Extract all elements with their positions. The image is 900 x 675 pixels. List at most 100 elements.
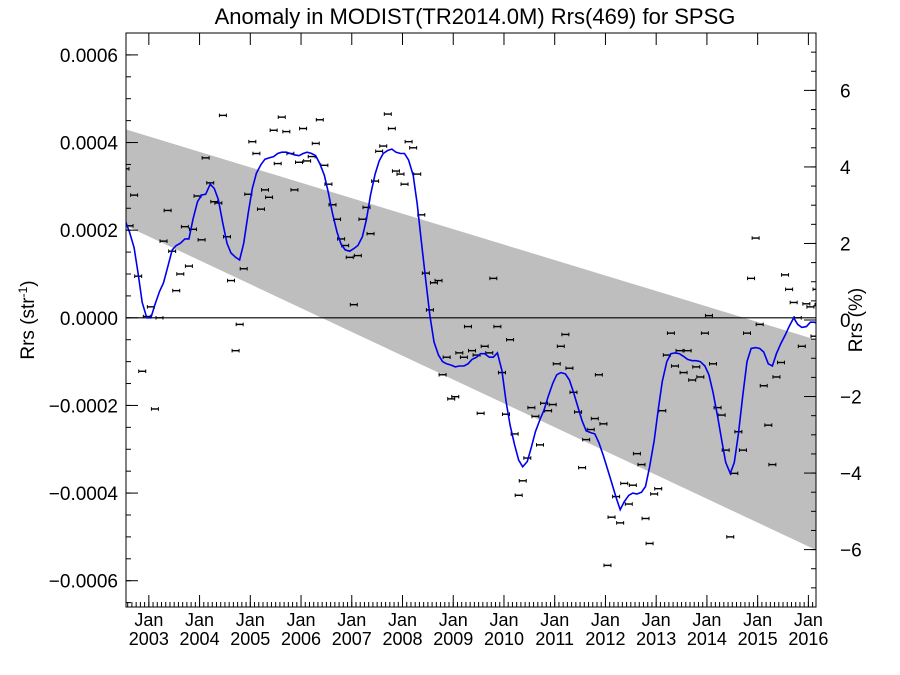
trend-band-layer: [126, 129, 816, 551]
left-tick-label: 0.0000: [60, 309, 118, 330]
data-point: [252, 151, 261, 156]
data-point: [527, 405, 536, 410]
data-point: [628, 483, 637, 487]
data-point: [645, 541, 654, 546]
data-point: [277, 115, 286, 119]
data-point: [594, 372, 603, 377]
trend-band: [126, 129, 816, 551]
data-point: [768, 462, 777, 467]
data-point: [548, 402, 557, 407]
data-point: [759, 383, 768, 388]
right-tick-label: 2: [840, 234, 851, 255]
data-point: [489, 276, 498, 281]
data-point: [463, 324, 472, 329]
x-tick-year: 2004: [180, 629, 220, 649]
x-tick-year: 2014: [687, 629, 727, 649]
data-point: [172, 288, 181, 293]
x-tick-year: 2006: [281, 629, 321, 649]
chart-title: Anomaly in MODIST(TR2014.0M) Rrs(469) fo…: [215, 4, 736, 29]
right-tick-label: −4: [840, 464, 862, 485]
data-point: [590, 416, 599, 421]
data-point: [650, 492, 659, 496]
data-point: [751, 236, 760, 240]
data-point: [620, 481, 629, 486]
left-axis-label: Rrs (str-1): [16, 280, 39, 359]
data-point: [429, 280, 438, 285]
data-point: [303, 159, 312, 163]
data-point: [607, 515, 616, 519]
right-axis: 6 4 2 0 −2 −4 −6: [804, 32, 862, 608]
data-point: [688, 378, 697, 382]
x-tick-month: Jan: [287, 610, 316, 630]
right-tick-label: 0: [840, 311, 851, 332]
data-point: [455, 351, 464, 355]
data-point: [514, 493, 523, 498]
data-point: [556, 344, 565, 349]
data-point: [802, 301, 811, 306]
right-tick-label: −2: [840, 388, 862, 409]
data-point: [806, 305, 815, 309]
data-point: [248, 139, 257, 144]
right-axis-label: Rrs (%): [846, 288, 867, 352]
data-point: [290, 188, 299, 192]
data-point: [696, 375, 705, 379]
data-point: [295, 160, 304, 165]
data-point: [578, 465, 587, 470]
data-point: [641, 516, 650, 521]
data-point: [315, 117, 324, 122]
data-point: [476, 411, 485, 416]
data-point: [155, 316, 164, 320]
data-point: [383, 112, 392, 116]
data-point: [409, 146, 418, 150]
data-point: [434, 278, 443, 283]
data-point: [810, 334, 816, 339]
data-point: [523, 456, 532, 460]
x-tick-year: 2010: [484, 629, 524, 649]
data-point: [480, 344, 489, 349]
data-points-layer: [126, 112, 825, 568]
x-tick-year: 2012: [585, 629, 625, 649]
smooth-line-layer: [126, 148, 816, 512]
data-point: [375, 149, 384, 154]
x-tick-month: Jan: [591, 610, 620, 630]
data-point: [265, 195, 274, 200]
x-tick-month: Jan: [743, 610, 772, 630]
x-tick-year: 2007: [332, 629, 372, 649]
x-tick-month: Jan: [388, 610, 417, 630]
data-point: [818, 339, 825, 343]
x-tick-year: 2013: [636, 629, 676, 649]
data-point: [561, 332, 570, 337]
data-point: [366, 231, 375, 236]
x-tick-month: Jan: [642, 610, 671, 630]
data-point: [755, 322, 764, 327]
data-point: [438, 372, 447, 377]
data-point: [447, 397, 456, 401]
x-tick-year: 2005: [230, 629, 270, 649]
data-point: [345, 255, 354, 260]
data-point: [396, 172, 405, 176]
right-tick-label: 4: [840, 158, 851, 179]
data-point: [781, 273, 790, 277]
data-point: [176, 272, 185, 276]
data-point: [459, 355, 468, 360]
data-point: [632, 451, 641, 456]
data-point: [391, 169, 400, 173]
x-tick-month: Jan: [439, 610, 468, 630]
left-tick-label: −0.0006: [49, 572, 118, 593]
left-tick-label: 0.0006: [60, 46, 118, 67]
data-point: [726, 535, 735, 539]
x-tick-month: Jan: [540, 610, 569, 630]
data-point: [536, 443, 544, 447]
data-point: [311, 141, 320, 146]
left-tick-label: 0.0002: [60, 221, 118, 242]
data-point: [150, 407, 159, 411]
data-point: [206, 181, 215, 185]
data-point: [227, 278, 236, 283]
data-point: [282, 129, 291, 134]
data-point: [704, 313, 713, 318]
data-point: [700, 331, 709, 335]
data-point: [531, 414, 540, 419]
data-point: [747, 276, 756, 281]
data-point: [574, 410, 583, 414]
